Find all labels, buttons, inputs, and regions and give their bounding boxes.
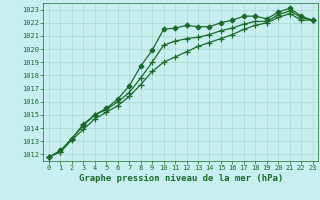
X-axis label: Graphe pression niveau de la mer (hPa): Graphe pression niveau de la mer (hPa)	[79, 174, 283, 183]
